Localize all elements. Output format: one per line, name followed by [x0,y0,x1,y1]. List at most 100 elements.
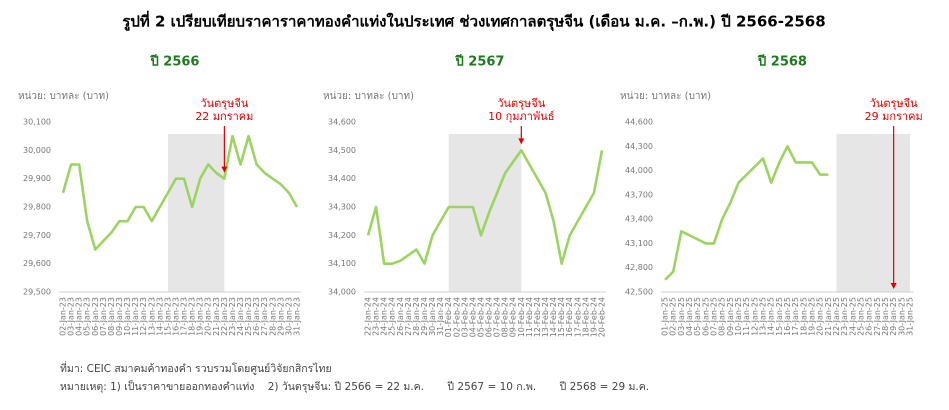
x-tick-label: 24-Jan-24 [380,297,389,336]
x-tick-label: 29-Jan-24 [420,297,429,336]
x-tick-label: 11-Jan-25 [742,297,751,336]
x-tick-label: 24-Jan-23 [236,297,245,336]
x-tick-label: 08-Feb-24 [501,297,510,337]
x-tick-label: 30-Jan-25 [897,297,906,336]
x-tick-label: 22-Jan-23 [220,297,229,336]
highlight-band [167,134,225,292]
x-tick-label: 14-Jan-25 [767,297,776,336]
x-tick-label: 21-Jan-25 [824,297,833,336]
x-tick-label: 12-Feb-24 [533,297,542,337]
note: หมายเหตุ: 1) เป็นราคาขายออกทองคำแท่ง 2) … [60,379,649,393]
y-tick-label: 44,600 [625,118,653,127]
y-axis-label: หน่วย: บาทละ (บาท) [323,91,414,102]
x-tick-label: 14-Jan-23 [155,297,164,336]
x-tick-label: 15-Jan-23 [163,297,172,336]
x-tick-label: 05-Feb-24 [476,297,485,337]
x-tick-label: 11-Feb-24 [525,297,534,337]
x-tick-label: 13-Jan-25 [759,297,768,336]
chart-panel: ปี 2568 หน่วย: บาทละ (บาท) 42,500 42,800 43,… [620,54,923,336]
y-tick-label: 29,800 [23,203,51,212]
y-tick-label: 29,700 [23,231,51,240]
annotation-text: 22 มกราคม [195,110,253,123]
x-tick-label: 24-Jan-25 [848,297,857,336]
source: ที่มา: CEIC สมาคมค้าทองคำ รวบรวมโดยศูนย์… [60,361,332,375]
x-tick-label: 21-Jan-23 [212,297,221,336]
x-tick-label: 13-Jan-23 [147,297,156,336]
x-tick-label: 12-Jan-25 [750,297,759,336]
x-tick-label: 08-Jan-25 [718,297,727,336]
x-tick-label: 05-Jan-23 [83,297,92,336]
x-tick-label: 02-Feb-24 [452,297,461,337]
x-tick-label: 18-Jan-23 [188,297,197,336]
y-tick-label: 30,000 [23,146,51,155]
x-tick-label: 01-Jan-25 [661,297,670,336]
y-tick-label: 44,300 [625,142,653,151]
x-tick-label: 04-Jan-23 [75,297,84,336]
y-tick-label: 34,600 [328,118,356,127]
price-line [61,134,299,251]
y-tick-label: 34,200 [328,231,356,240]
chart-subtitle: ปี 2568 [757,54,807,70]
x-tick-label: 22-Jan-24 [364,297,373,336]
x-tick-label: 27-Jan-24 [404,297,413,336]
x-tick-label: 18-Feb-24 [581,297,590,337]
x-tick-label: 19-Jan-25 [808,297,817,336]
highlight-band [836,134,910,292]
x-tick-label: 17-Jan-25 [791,297,800,336]
x-tick-label: 09-Jan-25 [726,297,735,336]
x-tick-label: 28-Jan-25 [881,297,890,336]
annotation-text: วันตรุษจีน [200,97,248,110]
x-tick-label: 03-Feb-24 [460,297,469,337]
y-tick-label: 30,100 [23,118,51,127]
x-tick-label: 27-Jan-25 [873,297,882,336]
chart-subtitle: ปี 2566 [149,54,199,70]
x-tick-label: 13-Feb-24 [541,297,550,337]
x-tick-label: 12-Jan-23 [139,297,148,336]
x-tick-label: 02-Jan-25 [669,297,678,336]
x-tick-label: 25-Jan-23 [244,297,253,336]
x-tick-label: 23-Jan-23 [228,297,237,336]
x-tick-label: 28-Jan-24 [412,297,421,336]
x-tick-label: 31-Jan-24 [436,297,445,336]
x-tick-label: 19-Jan-23 [196,297,205,336]
x-tick-label: 30-Jan-23 [284,297,293,336]
chart-panel: ปี 2567 หน่วย: บาทละ (บาท) 34,000 34,100 34,… [323,54,607,338]
x-tick-label: 22-Jan-25 [832,297,841,336]
figure-title: รูปที่ 2 เปรียบเทียบราคาราคาทองคำแท่งในป… [122,11,825,32]
x-tick-label: 19-Feb-24 [589,297,598,337]
price-line [366,149,604,265]
y-tick-label: 29,500 [23,288,51,297]
x-tick-label: 18-Jan-25 [799,297,808,336]
y-tick-label: 42,500 [625,288,653,297]
x-tick-label: 10-Feb-24 [517,297,526,337]
x-tick-label: 11-Jan-23 [131,297,140,336]
y-tick-label: 43,700 [625,190,653,199]
x-tick-label: 23-Jan-24 [372,297,381,336]
y-tick-label: 29,900 [23,174,51,183]
highlight-band [448,134,522,292]
x-tick-label: 15-Feb-24 [557,297,566,337]
x-tick-label: 25-Jan-24 [388,297,397,336]
x-tick-label: 31-Jan-23 [293,297,302,336]
chart-panel: ปี 2566 หน่วย: บาทละ (บาท) 29,500 29,600 29,… [18,54,302,336]
y-tick-label: 34,500 [328,146,356,155]
annotation-text: 29 มกราคม [865,110,923,123]
x-tick-label: 08-Jan-23 [107,297,116,336]
x-tick-label: 16-Feb-24 [565,297,574,337]
x-tick-label: 09-Jan-23 [115,297,124,336]
x-tick-label: 06-Jan-23 [91,297,100,336]
y-tick-label: 43,100 [625,239,653,248]
x-tick-label: 26-Jan-24 [396,297,405,336]
x-tick-label: 31-Jan-25 [906,297,915,336]
y-tick-label: 34,000 [328,288,356,297]
x-tick-label: 07-Jan-23 [99,297,108,336]
x-tick-label: 10-Jan-23 [123,297,132,336]
x-tick-label: 29-Jan-25 [889,297,898,336]
x-tick-label: 05-Jan-25 [693,297,702,336]
x-tick-label: 01-Feb-24 [444,297,453,337]
x-tick-label: 03-Jan-23 [67,297,76,336]
x-tick-label: 20-Jan-25 [816,297,825,336]
y-tick-label: 29,600 [23,259,51,268]
y-tick-label: 34,300 [328,203,356,212]
